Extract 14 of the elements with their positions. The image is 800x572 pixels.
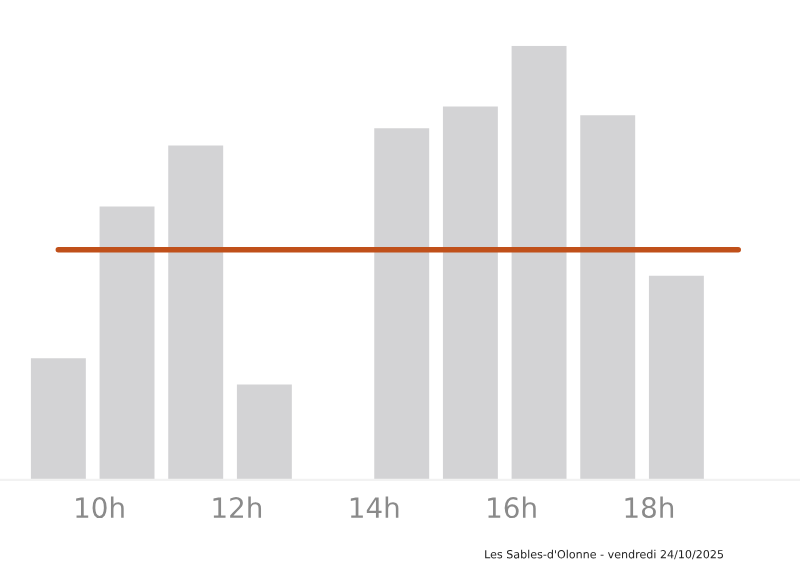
x-tick-label: 18h (625, 496, 674, 519)
x-tick-label: 16h (488, 496, 536, 519)
bar (580, 115, 636, 480)
bar (236, 384, 292, 480)
bar (168, 145, 224, 480)
bar (442, 106, 498, 480)
x-tick-label: 12h (213, 496, 262, 518)
x-tick-label: 10h (76, 496, 124, 519)
x-tick-label: 14h (350, 496, 399, 518)
bar (374, 128, 430, 480)
bar (99, 206, 155, 480)
bar (511, 45, 567, 480)
bar (30, 358, 86, 480)
bar (648, 275, 704, 480)
